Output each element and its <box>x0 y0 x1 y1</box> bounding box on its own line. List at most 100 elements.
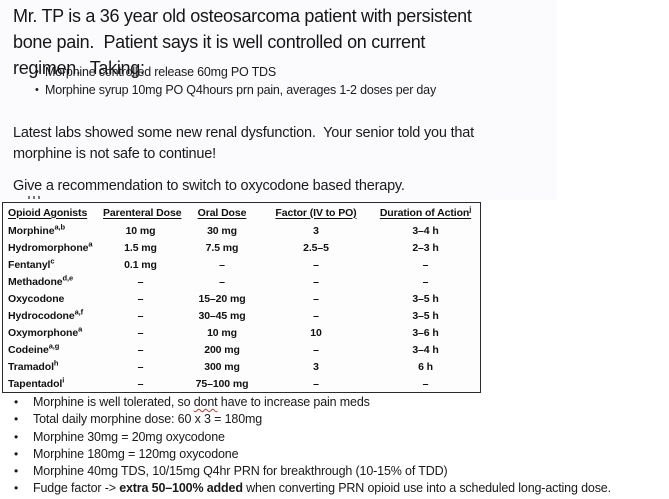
factor-cell: 2.5–5 <box>303 241 329 254</box>
drug-name: Tapentadoli <box>8 375 65 390</box>
note-item: Fudge factor -> extra 50–100% added when… <box>12 480 667 498</box>
slide-background-region <box>0 0 557 200</box>
equianalgesic-table: Opioid Agonists Parenteral Dose Oral Dose F… <box>2 202 481 393</box>
factor-cell: 3 <box>313 360 319 373</box>
factor-cell: 10 <box>310 326 322 339</box>
cropped-text-artifact <box>28 196 42 199</box>
medication-item: Morphine syrup 10mg PO Q4hours prn pain,… <box>35 82 436 100</box>
note-text: Morphine 40mg TDS, 10/15mg Q4hr PRN for … <box>33 464 448 479</box>
column-header-label: Duration of Actionj <box>379 204 472 219</box>
table-row: Oxycodone – 15–20 mg – 3–5 h <box>3 290 485 307</box>
factor-cell: 3 <box>313 224 319 237</box>
factor-cell: – <box>313 292 319 305</box>
column-header-label: Factor (IV to PO) <box>275 206 357 219</box>
drug-footnote: d,e <box>62 273 74 282</box>
drug-name-cell: Methadoned,e <box>3 273 103 290</box>
note-text: Morphine 30mg = 20mg oxycodone <box>33 429 225 444</box>
drug-name-cell: Hydromorphonea <box>3 239 103 256</box>
column-header: Oral Dose <box>178 203 266 222</box>
column-header-label: Opioid Agonists <box>8 206 88 219</box>
table-row: Tramadolh – 300 mg 3 6 h <box>3 358 485 375</box>
parenteral-dose-cell: 10 mg <box>125 224 156 237</box>
factor-cell: – <box>313 275 319 288</box>
note-item: Morphine is well tolerated, so dont have… <box>12 394 667 412</box>
drug-name-cell: Oxymorphonea <box>3 324 103 341</box>
parenteral-dose-cell: – <box>137 275 144 288</box>
note-item: Total daily morphine dose: 60 x 3 = 180m… <box>12 411 667 429</box>
drug-name: Oxycodone <box>8 292 65 305</box>
drug-name-cell: Tapentadoli <box>3 375 103 392</box>
drug-name: Tramadolh <box>8 358 59 373</box>
duration-cell: 3–5 h <box>412 309 439 322</box>
drug-footnote: a,b <box>54 222 65 231</box>
drug-footnote: i <box>62 375 65 384</box>
drug-footnote: a,f <box>74 307 84 316</box>
column-header: Duration of Actionj <box>366 203 485 222</box>
note-text-bold: extra 50–100% added <box>119 481 243 496</box>
table-row: Methadoned,e – – – – <box>3 273 485 290</box>
drug-footnote: h <box>53 358 59 367</box>
drug-name-cell: Morphinea,b <box>3 222 103 239</box>
duration-cell: 3–4 h <box>412 343 439 356</box>
drug-name-cell: Fentanylc <box>3 256 103 273</box>
task-prompt: Give a recommendation to switch to oxyco… <box>13 178 405 194</box>
note-text-misspelled: dont <box>193 395 218 409</box>
duration-cell: – <box>422 275 429 288</box>
duration-cell: 2–3 h <box>412 241 439 254</box>
factor-cell: – <box>313 343 319 356</box>
note-item: Morphine 30mg = 20mg oxycodone <box>12 429 667 447</box>
table-row: Hydrocodonea,f – 30–45 mg – 3–5 h <box>3 307 485 324</box>
factor-cell: – <box>313 377 319 390</box>
oral-dose-cell: 300 mg <box>204 360 240 373</box>
parenteral-dose-cell: 0.1 mg <box>124 258 157 271</box>
note-text: Morphine 180mg = 120mg oxycodone <box>33 446 239 461</box>
duration-cell: – <box>422 258 429 271</box>
duration-cell: 3–4 h <box>412 224 439 237</box>
oral-dose-cell: 200 mg <box>204 343 240 356</box>
column-header: Parenteral Dose <box>103 203 182 222</box>
note-item: Morphine 40mg TDS, 10/15mg Q4hr PRN for … <box>12 463 667 481</box>
drug-name: Oxymorphonea <box>8 324 83 339</box>
oral-dose-cell: 15–20 mg <box>198 292 246 305</box>
duration-cell: 3–5 h <box>412 292 439 305</box>
drug-name-cell: Codeinea,g <box>3 341 103 358</box>
case-intro: Mr. TP is a 36 year old osteosarcoma pat… <box>13 6 472 78</box>
note-item: Morphine 180mg = 120mg oxycodone <box>12 446 667 464</box>
drug-name-cell: Hydrocodonea,f <box>3 307 103 324</box>
drug-name-cell: Oxycodone <box>3 290 103 307</box>
note-text: have to increase pain meds <box>217 395 370 409</box>
oral-dose-cell: 30 mg <box>207 224 237 237</box>
note-text: Morphine is well tolerated, so <box>33 395 194 409</box>
oral-dose-cell: 75–100 mg <box>195 377 249 390</box>
note-text: when converting PRN opioid use into a sc… <box>242 481 611 496</box>
drug-footnote: a <box>78 324 83 333</box>
oral-dose-cell: 30–45 mg <box>198 309 246 322</box>
drug-name: Methadoned,e <box>8 273 74 288</box>
column-header-footnote: j <box>469 204 472 213</box>
drug-name-cell: Tramadolh <box>3 358 103 375</box>
parenteral-dose-cell: – <box>137 292 144 305</box>
table-row: Morphinea,b 10 mg 30 mg 3 3–4 h <box>3 222 485 239</box>
duration-cell: 3–6 h <box>412 326 439 339</box>
calculation-notes-list: Morphine is well tolerated, so dont have… <box>12 394 667 498</box>
table-header: Opioid Agonists Parenteral Dose Oral Dose F… <box>3 203 485 222</box>
parenteral-dose-cell: – <box>137 309 144 322</box>
opioid-dose-table: Opioid Agonists Parenteral Dose Oral Dose F… <box>3 203 485 392</box>
column-header: Factor (IV to PO) <box>266 203 366 222</box>
table-row: Oxymorphonea – 10 mg 10 3–6 h <box>3 324 485 341</box>
parenteral-dose-cell: – <box>137 377 144 390</box>
parenteral-dose-cell: – <box>137 326 144 339</box>
oral-dose-cell: – <box>219 258 225 271</box>
duration-cell: – <box>422 377 429 390</box>
labs-update: Latest labs showed some new renal dysfun… <box>13 125 474 162</box>
current-medications-list: Morphine controlled release 60mg PO TDSM… <box>35 64 436 99</box>
factor-cell: – <box>313 258 319 271</box>
drug-name: Fentanylc <box>8 256 55 271</box>
note-text: Total daily morphine dose: 60 x 3 = 180m… <box>33 412 263 427</box>
table-row: Hydromorphonea 1.5 mg 7.5 mg 2.5–5 2–3 h <box>3 239 485 256</box>
parenteral-dose-cell: 1.5 mg <box>124 241 157 254</box>
drug-name: Morphinea,b <box>8 222 65 237</box>
parenteral-dose-cell: – <box>137 343 144 356</box>
oral-dose-cell: – <box>219 275 225 288</box>
